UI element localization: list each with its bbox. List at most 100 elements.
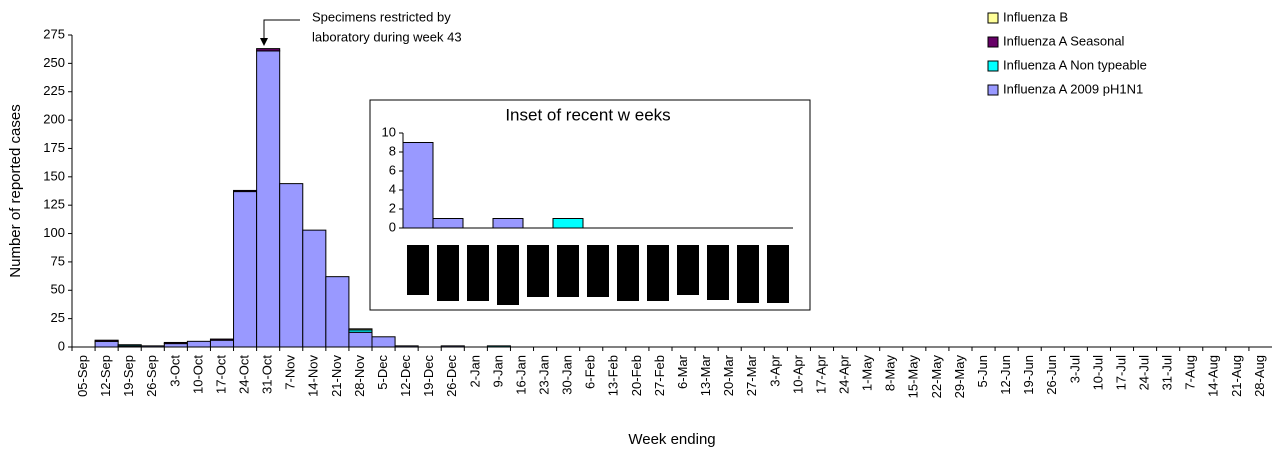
inset-label-block [407,245,429,295]
x-tick-label: 13-Mar [698,354,713,396]
annotation: Specimens restricted by [312,9,451,24]
x-tick-label: 28-Nov [352,355,367,397]
legend-swatch [987,36,999,48]
y-tick-label: 75 [51,253,65,268]
y-tick-label: 4 [389,181,396,196]
bar-segment [486,345,511,348]
y-tick-label: 8 [389,143,396,158]
bar-segment [94,340,119,348]
x-tick-label: 31-Oct [260,355,275,394]
x-tick-label: 12-Dec [398,355,413,397]
inset-label-block [557,245,579,297]
y-tick-label: 25 [51,310,65,325]
x-tick-label: 14-Nov [306,355,321,397]
y-tick-label: 50 [51,282,65,297]
bar-segment [163,341,188,345]
bar-segment [492,218,524,229]
x-tick-label: 24-Oct [237,355,252,394]
x-tick-label: 21-Nov [329,355,344,397]
x-tick-label: 24-Jul [1137,355,1152,391]
bar-segment [302,229,327,348]
x-tick-label: 27-Feb [652,355,667,396]
x-tick-label: 17-Oct [213,355,228,394]
x-tick-label: 19-Sep [121,355,136,397]
x-tick-label: 17-Apr [813,354,828,394]
y-axis-label: Number of reported cases [7,104,24,277]
bar-segment [402,142,434,229]
x-tick-label: 20-Mar [721,354,736,396]
inset-label-block [707,245,729,300]
legend-swatch [987,84,999,96]
x-axis-label: Week ending [628,431,715,448]
x-tick-label: 21-Aug [1229,355,1244,397]
x-tick-label: 28-Aug [1252,355,1267,397]
bar-segment [117,344,142,347]
bar-segment [233,191,258,348]
x-tick-label: 12-Sep [98,355,113,397]
bar-segment [256,50,281,348]
bar-segment [209,339,235,348]
inset-label-block [497,245,519,305]
legend-label: Influenza A 2009 pH1N1 [1003,81,1143,96]
x-tick-label: 26-Sep [144,355,159,397]
y-tick-label: 175 [43,140,65,155]
x-tick-label: 6-Feb [583,355,598,389]
bar-segment [140,345,165,348]
inset-label-block [467,245,489,301]
y-tick-label: 275 [43,26,65,41]
inset-label-block [647,245,669,301]
y-tick-label: 0 [389,219,396,234]
inset-label-block [437,245,459,301]
y-tick-label: 125 [43,197,65,212]
bar-segment [552,218,584,229]
bar-segment [394,345,419,348]
annotation-arrow [263,19,300,40]
arrow-head [260,38,268,46]
bar-segment [432,218,464,229]
inset-title: Inset of recent w eeks [505,105,670,124]
x-tick-label: 29-May [952,355,967,399]
legend-swatch [987,12,999,24]
bar-segment [186,340,211,348]
x-tick-label: 16-Jan [513,355,528,395]
x-tick-label: 6-Mar [675,354,690,389]
x-tick-label: 2-Jan [467,355,482,388]
y-tick-label: 10 [382,124,396,139]
x-tick-label: 5-Jun [975,355,990,388]
x-tick-label: 10-Oct [190,355,205,394]
legend-label: Influenza A Seasonal [1003,33,1125,48]
bar-segment [233,189,258,193]
y-tick-label: 6 [389,162,396,177]
x-tick-label: 13-Feb [606,355,621,396]
bar-segment [209,338,235,341]
x-tick-label: 3-Oct [167,355,182,387]
x-tick-label: 3-Jul [1067,355,1082,383]
y-tick-label: 150 [43,168,65,183]
y-tick-label: 225 [43,83,65,98]
inset-label-block [737,245,759,303]
x-tick-label: 7-Nov [283,355,298,390]
bar-segment [348,331,373,348]
y-tick-label: 2 [389,200,396,215]
legend-label: Influenza A Non typeable [1003,57,1147,72]
x-tick-label: 12-Jun [998,355,1013,395]
bar-segment [371,336,396,348]
inset-label-block [677,245,699,295]
inset-label-block [767,245,789,303]
x-tick-label: 19-Jun [1021,355,1036,395]
legend-label: Influenza B [1003,9,1068,24]
x-tick-label: 5-Dec [375,355,390,390]
bar-segment [279,183,304,348]
x-tick-label: 10-Apr [790,354,805,394]
x-tick-label: 1-May [860,355,875,392]
y-tick-label: 200 [43,112,65,127]
annotation: laboratory during week 43 [312,29,462,44]
x-tick-label: 26-Jun [1044,355,1059,395]
bar-segment [440,345,465,348]
bar-segment [94,339,119,342]
x-tick-label: 22-May [929,355,944,399]
x-tick-label: 27-Mar [744,354,759,396]
x-tick-label: 26-Dec [444,355,459,397]
x-tick-label: 9-Jan [490,355,505,388]
